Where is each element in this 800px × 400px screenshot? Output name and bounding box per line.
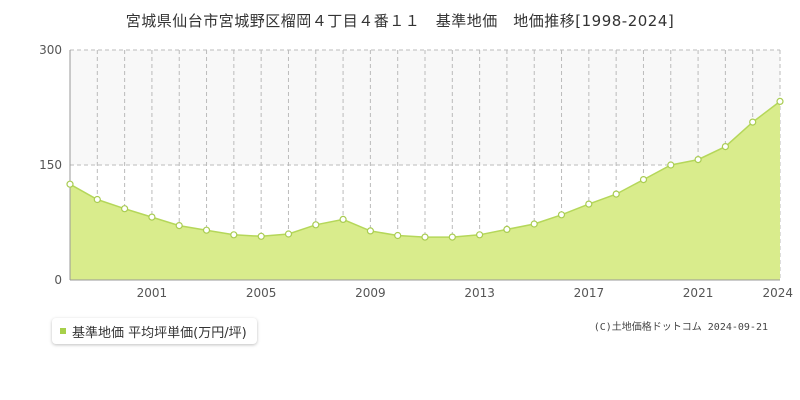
data-point <box>421 233 429 241</box>
legend-label: 基準地価 平均坪単価(万円/坪) <box>72 325 247 341</box>
data-point <box>257 232 265 240</box>
data-point <box>394 231 402 240</box>
chart-title: 宮城県仙台市宮城野区榴岡４丁目４番１１ 基準地価 地価推移[1998-2024] <box>125 12 675 30</box>
data-point <box>312 221 320 229</box>
data-point <box>366 227 374 235</box>
data-point <box>230 231 238 239</box>
x-tick-label: 2009 <box>355 286 386 300</box>
data-point <box>721 143 730 151</box>
data-point <box>639 176 648 184</box>
data-point <box>530 220 538 228</box>
data-point <box>749 118 757 126</box>
x-tick-label: 2013 <box>464 286 495 300</box>
data-point <box>448 233 456 241</box>
data-point <box>120 205 129 213</box>
data-point <box>339 215 347 223</box>
copyright-credit: (C)土地価格ドットコム 2024-09-21 <box>593 322 768 333</box>
data-point <box>93 195 101 204</box>
legend-swatch-icon <box>60 328 66 334</box>
data-point <box>694 156 702 164</box>
data-point <box>612 190 620 198</box>
data-point <box>175 222 183 230</box>
x-tick-label: 2001 <box>137 286 168 300</box>
legend[interactable]: 基準地価 平均坪単価(万円/坪) <box>52 318 257 344</box>
x-tick-label: 2021 <box>683 286 714 300</box>
y-tick-label: 150 <box>39 158 62 172</box>
data-point <box>503 225 511 233</box>
data-point <box>284 230 293 238</box>
x-tick-label: 2017 <box>574 286 605 300</box>
x-tick-label: 2024 <box>762 286 793 300</box>
data-point <box>476 231 484 239</box>
data-point <box>557 211 566 219</box>
data-point <box>202 226 211 234</box>
data-point <box>148 213 156 221</box>
x-tick-label: 2005 <box>246 286 277 300</box>
y-tick-label: 300 <box>39 43 62 57</box>
data-point <box>66 180 74 188</box>
data-point <box>667 161 675 169</box>
data-point <box>776 97 784 106</box>
y-tick-label: 0 <box>54 273 62 287</box>
data-point <box>585 200 593 208</box>
series-area <box>70 101 780 281</box>
